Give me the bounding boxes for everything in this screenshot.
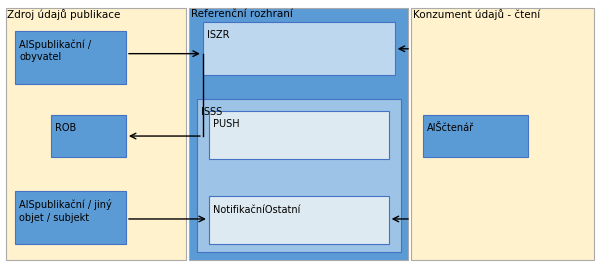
Bar — [51, 115, 126, 157]
Text: PUSH: PUSH — [213, 119, 239, 129]
Text: Referenční rozhraní: Referenční rozhraní — [191, 9, 293, 20]
Text: ISZR: ISZR — [207, 30, 230, 40]
Text: AIŠčtenář: AIŠčtenář — [427, 123, 475, 133]
Bar — [209, 196, 389, 244]
Text: ROB: ROB — [55, 123, 76, 133]
Bar — [197, 99, 401, 252]
Text: ISSS: ISSS — [201, 107, 222, 117]
Bar — [411, 8, 594, 260]
Text: NotifikačníOstatní: NotifikačníOstatní — [213, 205, 301, 215]
Bar — [15, 191, 126, 244]
Text: AISpublikační /
obyvatel: AISpublikační / obyvatel — [19, 39, 91, 62]
Text: Konzument údajů - čtení: Konzument údajů - čtení — [413, 9, 540, 20]
Bar — [6, 8, 186, 260]
Bar — [209, 111, 389, 159]
Bar — [15, 31, 126, 84]
Bar — [203, 22, 395, 75]
Bar — [189, 8, 408, 260]
Bar — [423, 115, 528, 157]
Text: AISpublikační / jiný
objet / subjekt: AISpublikační / jiný objet / subjekt — [19, 199, 112, 222]
Text: Zdroj údajů publikace: Zdroj údajů publikace — [7, 9, 121, 20]
